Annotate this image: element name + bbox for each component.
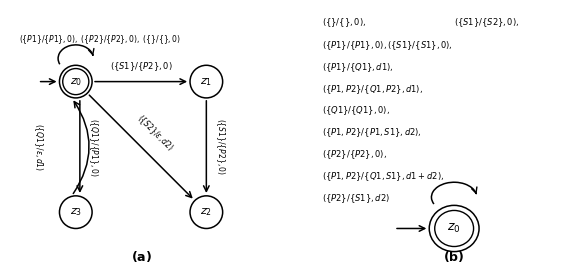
Text: $(\{\}/\{\},0),$: $(\{\}/\{\},0),$ bbox=[322, 16, 366, 29]
Text: $(\{S1\}/\{P2\},0)$: $(\{S1\}/\{P2\},0)$ bbox=[110, 61, 172, 73]
Text: $(\{S1\}/\{S2\},0),$: $(\{S1\}/\{S2\},0),$ bbox=[454, 16, 520, 29]
Circle shape bbox=[59, 196, 92, 228]
Text: $z_3$: $z_3$ bbox=[70, 206, 82, 218]
Text: $\mathbf{(a)}$: $\mathbf{(a)}$ bbox=[131, 249, 152, 264]
Text: $(\{S2\}/\epsilon,d2)$: $(\{S2\}/\epsilon,d2)$ bbox=[134, 112, 176, 154]
Text: $z_1$: $z_1$ bbox=[200, 76, 212, 88]
Text: $(\{P1\}/\{P1\},0),\ (\{P2\}/\{P2\},0),\ (\{\}/\{\},0)$: $(\{P1\}/\{P1\},0),\ (\{P2\}/\{P2\},0),\… bbox=[19, 33, 181, 46]
Text: $(\{Q1\}/\{Q1\},0),$: $(\{Q1\}/\{Q1\},0),$ bbox=[322, 105, 390, 118]
Text: $z_0$: $z_0$ bbox=[447, 222, 461, 235]
Circle shape bbox=[429, 205, 479, 252]
Circle shape bbox=[190, 196, 223, 228]
Text: $(\{P2\}/\{S1\}, d2)$: $(\{P2\}/\{S1\}, d2)$ bbox=[322, 192, 390, 205]
Circle shape bbox=[59, 65, 92, 98]
Text: $(\{P2\}/\{P2\},0),$: $(\{P2\}/\{P2\},0),$ bbox=[322, 148, 387, 161]
Text: $(\{Q1\}/\epsilon,d1)$: $(\{Q1\}/\epsilon,d1)$ bbox=[32, 123, 45, 171]
Text: $(\{P1\}/\{P1\},0), (\{S1\}/\{S1\},0),$: $(\{P1\}/\{P1\},0), (\{S1\}/\{S1\},0),$ bbox=[322, 39, 453, 52]
Circle shape bbox=[190, 65, 223, 98]
Text: $(\{P1, P2\}/\{P1, S1\}, d2),$: $(\{P1, P2\}/\{P1, S1\}, d2),$ bbox=[322, 126, 422, 139]
Text: $\mathbf{(b)}$: $\mathbf{(b)}$ bbox=[444, 249, 465, 264]
Text: $(\{S1\}/\{P2\},0)$: $(\{S1\}/\{P2\},0)$ bbox=[214, 118, 227, 175]
Text: $(\{Q1\}/\{P1\},0)$: $(\{Q1\}/\{P1\},0)$ bbox=[87, 118, 100, 176]
Text: $z_2$: $z_2$ bbox=[200, 206, 212, 218]
Text: $(\{P1, P2\}/\{Q1, S1\}, d1 + d2),$: $(\{P1, P2\}/\{Q1, S1\}, d1 + d2),$ bbox=[322, 170, 445, 183]
Text: $(\{P1, P2\}/\{Q1, P2\}, d1),$: $(\{P1, P2\}/\{Q1, P2\}, d1),$ bbox=[322, 83, 423, 96]
Text: $z_0$: $z_0$ bbox=[70, 76, 82, 88]
Text: $(\{P1\}/\{Q1\}, d1),$: $(\{P1\}/\{Q1\}, d1),$ bbox=[322, 61, 394, 74]
